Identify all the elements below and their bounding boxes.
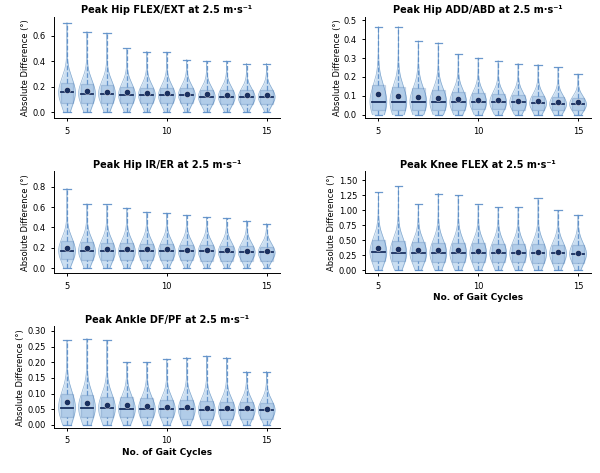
- Y-axis label: Absolute Difference (°): Absolute Difference (°): [16, 329, 25, 426]
- Bar: [412, 242, 425, 261]
- Bar: [260, 403, 273, 419]
- Bar: [392, 88, 405, 110]
- Bar: [392, 242, 405, 261]
- Bar: [181, 401, 193, 419]
- Bar: [240, 402, 253, 419]
- Bar: [512, 244, 524, 263]
- Bar: [80, 395, 94, 417]
- X-axis label: No. of Gait Cycles: No. of Gait Cycles: [433, 293, 523, 302]
- Title: Peak Knee FLEX at 2.5 m·s⁻¹: Peak Knee FLEX at 2.5 m·s⁻¹: [400, 160, 556, 170]
- Bar: [472, 243, 485, 262]
- Bar: [372, 86, 385, 110]
- Y-axis label: Absolute Difference (°): Absolute Difference (°): [22, 174, 31, 271]
- Bar: [101, 243, 113, 260]
- Bar: [101, 397, 113, 417]
- Bar: [372, 240, 385, 261]
- Y-axis label: Absolute Difference (°): Absolute Difference (°): [22, 19, 31, 116]
- Bar: [61, 241, 73, 259]
- Bar: [101, 85, 113, 103]
- Bar: [200, 90, 213, 104]
- Y-axis label: Absolute Difference (°): Absolute Difference (°): [328, 174, 337, 271]
- Bar: [551, 245, 565, 263]
- Bar: [260, 90, 273, 104]
- Bar: [492, 94, 505, 109]
- Bar: [160, 88, 173, 103]
- Bar: [181, 88, 193, 103]
- Bar: [412, 88, 425, 110]
- Bar: [452, 243, 464, 262]
- Bar: [121, 243, 133, 260]
- Bar: [532, 96, 544, 110]
- Bar: [512, 95, 524, 110]
- Y-axis label: Absolute Difference (°): Absolute Difference (°): [333, 19, 342, 116]
- Bar: [121, 87, 133, 103]
- Bar: [61, 83, 73, 103]
- Bar: [80, 242, 94, 260]
- Bar: [220, 402, 233, 419]
- Bar: [572, 97, 584, 110]
- Bar: [160, 400, 173, 417]
- Bar: [240, 246, 253, 261]
- Bar: [200, 245, 213, 261]
- Bar: [220, 90, 233, 104]
- Bar: [260, 247, 273, 261]
- Bar: [220, 246, 233, 261]
- Bar: [140, 244, 153, 260]
- Title: Peak Ankle DF/PF at 2.5 m·s⁻¹: Peak Ankle DF/PF at 2.5 m·s⁻¹: [85, 315, 249, 325]
- Bar: [432, 243, 445, 262]
- Bar: [572, 245, 584, 263]
- Bar: [532, 245, 544, 263]
- Bar: [80, 84, 94, 103]
- Bar: [452, 92, 464, 110]
- Bar: [472, 93, 485, 109]
- Title: Peak Hip FLEX/EXT at 2.5 m·s⁻¹: Peak Hip FLEX/EXT at 2.5 m·s⁻¹: [81, 5, 253, 15]
- Bar: [61, 394, 73, 417]
- Bar: [160, 244, 173, 260]
- Title: Peak Hip ADD/ABD at 2.5 m·s⁻¹: Peak Hip ADD/ABD at 2.5 m·s⁻¹: [394, 5, 563, 15]
- Bar: [181, 245, 193, 260]
- Bar: [432, 90, 445, 110]
- Bar: [140, 398, 153, 417]
- Bar: [121, 397, 133, 417]
- Bar: [492, 244, 505, 263]
- Title: Peak Hip IR/ER at 2.5 m·s⁻¹: Peak Hip IR/ER at 2.5 m·s⁻¹: [92, 160, 241, 170]
- Bar: [200, 402, 213, 419]
- Bar: [551, 96, 565, 110]
- Bar: [140, 88, 153, 103]
- X-axis label: No. of Gait Cycles: No. of Gait Cycles: [122, 448, 212, 457]
- Bar: [240, 90, 253, 104]
